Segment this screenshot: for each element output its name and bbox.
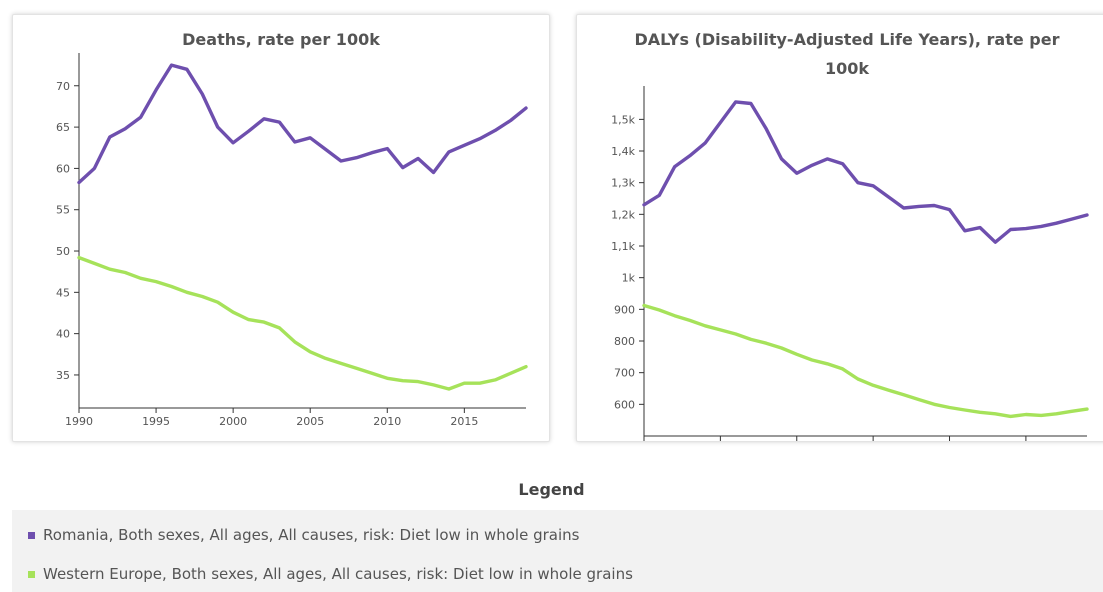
chart-title: DALYs (Disability-Adjusted Life Years), … bbox=[635, 30, 1060, 49]
legend-swatch-western-europe bbox=[28, 570, 35, 578]
y-tick-label: 900 bbox=[614, 303, 635, 316]
chart-title: Deaths, rate per 100k bbox=[182, 30, 380, 49]
series-line-western-europe bbox=[642, 303, 1089, 419]
legend-item-romania[interactable]: Romania, Both sexes, All ages, All cause… bbox=[28, 526, 579, 544]
y-tick-label: 55 bbox=[56, 204, 70, 217]
x-tick-label: 1990 bbox=[65, 415, 93, 428]
x-tick-label: 2015 bbox=[450, 415, 478, 428]
y-tick-label: 50 bbox=[56, 245, 70, 258]
legend-label-romania: Romania, Both sexes, All ages, All cause… bbox=[43, 526, 580, 544]
y-tick-label: 700 bbox=[614, 367, 635, 380]
y-tick-label: 60 bbox=[56, 162, 70, 175]
legend-title: Legend bbox=[518, 480, 585, 499]
y-tick-label: 1k bbox=[622, 272, 636, 285]
y-tick-label: 45 bbox=[56, 286, 70, 299]
x-tick-label: 1995 bbox=[142, 415, 170, 428]
y-tick-label: 70 bbox=[56, 80, 70, 93]
y-tick-label: 1,5k bbox=[611, 113, 635, 126]
y-tick-label: 1,1k bbox=[611, 240, 635, 253]
y-tick-label: 1,4k bbox=[611, 145, 635, 158]
deaths-chart: Deaths, rate per 100k 35 40 45 50 55 60 65 70 199… bbox=[56, 30, 528, 428]
deaths-chart-panel: Deaths, rate per 100k 35 40 45 50 55 60 65 70 199… bbox=[12, 14, 550, 442]
series-line-romania bbox=[642, 100, 1089, 244]
y-tick-label: 1,3k bbox=[611, 177, 635, 190]
y-tick-label: 40 bbox=[56, 328, 70, 341]
legend: Romania, Both sexes, All ages, All cause… bbox=[12, 510, 1103, 592]
dalys-chart-panel: DALYs (Disability-Adjusted Life Years), … bbox=[576, 14, 1103, 442]
dalys-chart: DALYs (Disability-Adjusted Life Years), … bbox=[611, 30, 1089, 441]
y-tick-label: 800 bbox=[614, 335, 635, 348]
series-line-romania bbox=[77, 63, 528, 185]
series-line-western-europe bbox=[77, 255, 528, 391]
chart-title: 100k bbox=[825, 59, 869, 78]
y-tick-label: 1,2k bbox=[611, 208, 635, 221]
x-tick-label: 2010 bbox=[373, 415, 401, 428]
y-tick-label: 35 bbox=[56, 369, 70, 382]
y-tick-label: 65 bbox=[56, 121, 70, 134]
legend-item-western-europe[interactable]: Western Europe, Both sexes, All ages, Al… bbox=[28, 565, 633, 583]
x-tick-label: 2005 bbox=[296, 415, 324, 428]
x-tick-label: 2000 bbox=[219, 415, 247, 428]
legend-swatch-romania bbox=[28, 531, 35, 539]
legend-label-western-europe: Western Europe, Both sexes, All ages, Al… bbox=[43, 565, 633, 583]
y-tick-label: 600 bbox=[614, 398, 635, 411]
